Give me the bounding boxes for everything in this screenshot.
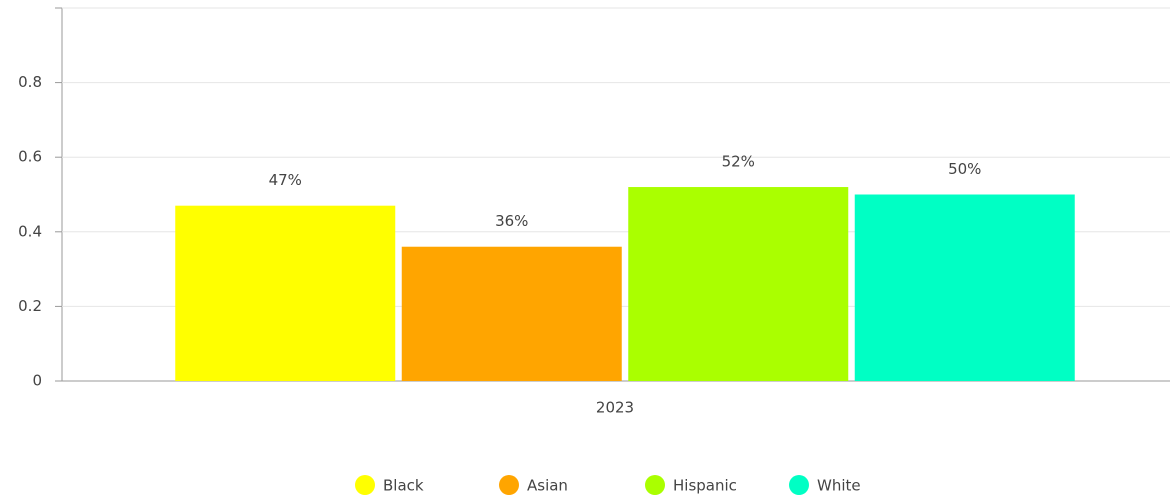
legend-label: Hispanic xyxy=(673,477,737,495)
data-label: 50% xyxy=(948,160,981,178)
data-label: 47% xyxy=(269,171,302,189)
bar xyxy=(175,205,396,381)
bar xyxy=(401,246,622,381)
y-tick-label: 0.6 xyxy=(18,148,42,166)
y-tick-label: 0.8 xyxy=(18,73,42,91)
y-tick-label: 0.4 xyxy=(18,222,42,240)
legend-label: Black xyxy=(383,477,424,495)
data-label: 36% xyxy=(495,212,528,230)
bar xyxy=(628,187,849,381)
legend-swatch xyxy=(789,475,809,495)
y-tick-label: 0 xyxy=(32,372,42,390)
legend-label: White xyxy=(817,477,861,495)
bar xyxy=(854,194,1075,381)
legend-swatch xyxy=(355,475,375,495)
y-tick-label: 0.2 xyxy=(18,297,42,315)
data-label: 52% xyxy=(722,153,755,171)
legend-label: Asian xyxy=(527,477,568,495)
x-tick-label: 2023 xyxy=(596,399,634,417)
legend-swatch xyxy=(645,475,665,495)
legend-swatch xyxy=(499,475,519,495)
